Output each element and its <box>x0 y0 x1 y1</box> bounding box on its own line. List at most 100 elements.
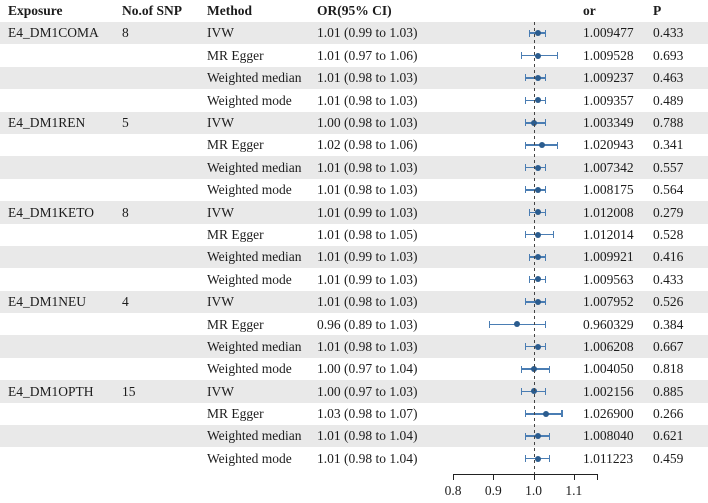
p-cell: 0.279 <box>653 204 684 220</box>
plot-cell <box>453 156 578 178</box>
forest-row-plot <box>453 246 598 268</box>
nsnp-cell: 8 <box>122 204 129 220</box>
method-cell: MR Egger <box>207 47 264 63</box>
axis-tick <box>596 474 598 480</box>
p-cell: 0.463 <box>653 70 684 86</box>
ci-cap <box>524 119 527 127</box>
or-cell: 1.009357 <box>583 92 634 108</box>
point-estimate-marker <box>534 30 541 37</box>
p-cell: 0.693 <box>653 47 684 63</box>
plot-cell <box>453 224 578 246</box>
orci-cell: 1.01 (0.98 to 1.03) <box>317 338 418 354</box>
table-row: E4_DM1REN 5 IVW 1.00 (0.98 to 1.03) 1.003349… <box>0 111 708 134</box>
forest-row-plot <box>453 335 598 357</box>
plot-cell <box>453 358 578 380</box>
or-cell: 1.007342 <box>583 159 634 175</box>
point-estimate-marker <box>538 142 545 149</box>
table-row: Weighted median 1.01 (0.98 to 1.03) 1.0062… <box>0 335 708 358</box>
orci-cell: 1.01 (0.98 to 1.03) <box>317 70 418 86</box>
forest-row-plot <box>453 44 598 66</box>
p-cell: 0.526 <box>653 294 684 310</box>
or-cell: 1.009563 <box>583 271 634 287</box>
orci-cell: 1.00 (0.97 to 1.03) <box>317 383 418 399</box>
or-cell: 1.008040 <box>583 428 634 444</box>
method-cell: IVW <box>207 294 234 310</box>
ci-cap <box>544 96 547 104</box>
ci-cap <box>528 208 531 216</box>
table-row: Weighted mode 1.00 (0.97 to 1.04) 1.004050… <box>0 358 708 380</box>
plot-cell <box>453 134 578 156</box>
table-row: Weighted mode 1.01 (0.98 to 1.03) 1.009357… <box>0 89 708 111</box>
point-estimate-marker <box>534 97 541 104</box>
plot-cell <box>453 268 578 290</box>
or-cell: 1.020943 <box>583 137 634 153</box>
plot-cell <box>453 201 578 223</box>
method-cell: Weighted mode <box>207 182 292 198</box>
ci-cap <box>528 29 531 37</box>
plot-cell <box>453 112 578 134</box>
p-cell: 0.341 <box>653 137 684 153</box>
orci-cell: 1.03 (0.98 to 1.07) <box>317 406 418 422</box>
forest-row-plot <box>453 403 598 425</box>
plot-cell <box>453 380 578 402</box>
axis-tick-label: 0.8 <box>444 483 462 498</box>
method-cell: Weighted mode <box>207 271 292 287</box>
method-cell: Weighted mode <box>207 450 292 466</box>
forest-row-plot <box>453 380 598 402</box>
or-cell: 1.003349 <box>583 115 634 130</box>
table-row: E4_DM1COMA 8 IVW 1.01 (0.99 to 1.03) 1.00947… <box>0 22 708 45</box>
exposure-cell: E4_DM1NEU <box>8 294 86 310</box>
orci-cell: 1.01 (0.99 to 1.03) <box>317 271 418 287</box>
orci-cell: 1.01 (0.99 to 1.03) <box>317 25 418 41</box>
axis-tick <box>493 474 495 480</box>
orci-cell: 0.96 (0.89 to 1.03) <box>317 316 418 332</box>
forest-row-plot <box>453 156 598 178</box>
plot-cell <box>453 44 578 66</box>
forest-row-plot <box>453 112 598 134</box>
exposure-cell: E4_DM1REN <box>8 115 86 130</box>
method-cell: IVW <box>207 383 234 399</box>
exposure-cell: E4_DM1KETO <box>8 204 94 220</box>
plot-cell <box>453 335 578 357</box>
header-exposure: Exposure <box>8 3 63 19</box>
method-cell: IVW <box>207 204 234 220</box>
ci-cap <box>488 320 490 328</box>
method-cell: MR Egger <box>207 226 264 242</box>
table-row: Weighted median 1.01 (0.98 to 1.03) 1.0073… <box>0 156 708 179</box>
orci-cell: 1.01 (0.98 to 1.03) <box>317 159 418 175</box>
exposure-cell: E4_DM1COMA <box>8 25 99 41</box>
orci-cell: 1.01 (0.98 to 1.05) <box>317 226 418 242</box>
or-cell: 1.011223 <box>583 450 634 466</box>
orci-cell: 1.01 (0.99 to 1.03) <box>317 204 418 220</box>
ci-cap <box>552 231 555 239</box>
point-estimate-marker <box>534 209 541 216</box>
method-cell: MR Egger <box>207 316 264 332</box>
axis-tick <box>453 474 455 480</box>
x-axis: 0.8 0.9 1.0 1.1 <box>445 474 598 502</box>
point-estimate-marker <box>534 231 541 238</box>
forest-row-plot <box>453 358 598 380</box>
ci-cap <box>544 119 547 127</box>
forest-row-plot <box>453 291 598 313</box>
p-cell: 0.489 <box>653 92 684 108</box>
point-estimate-marker <box>534 74 541 81</box>
header-nsnp: No.of SNP <box>122 3 182 19</box>
ci-cap <box>544 164 547 172</box>
exposure-cell: E4_DM1OPTH <box>8 383 94 399</box>
ci-cap <box>520 365 523 373</box>
ci-cap <box>528 253 531 261</box>
table-row: MR Egger 1.03 (0.98 to 1.07) 1.026900 0.266 <box>0 403 708 425</box>
table-row: Weighted mode 1.01 (0.98 to 1.03) 1.008175… <box>0 179 708 201</box>
axis-tick-label: 1.0 <box>525 483 542 498</box>
table-row: E4_DM1OPTH 15 IVW 1.00 (0.97 to 1.03) 1.0021… <box>0 380 708 403</box>
plot-cell <box>453 291 578 313</box>
p-cell: 0.459 <box>653 450 684 466</box>
orci-cell: 1.01 (0.98 to 1.03) <box>317 92 418 108</box>
orci-cell: 1.01 (0.98 to 1.03) <box>317 182 418 198</box>
table-row: MR Egger 1.01 (0.97 to 1.06) 1.009528 0.693 <box>0 44 708 66</box>
x-axis-line <box>453 474 598 476</box>
ci-cap <box>524 164 527 172</box>
ci-cap <box>524 74 527 82</box>
forest-row-plot <box>453 201 598 223</box>
ci-cap <box>524 410 527 418</box>
